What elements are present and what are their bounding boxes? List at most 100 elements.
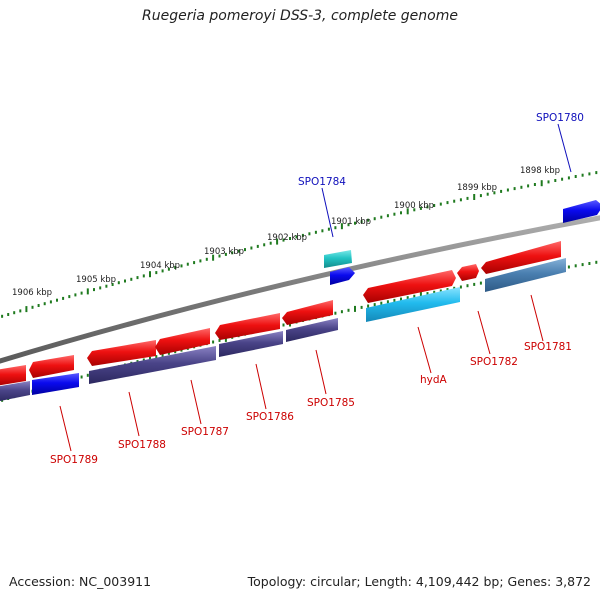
minor-tick bbox=[334, 226, 337, 230]
minor-tick bbox=[180, 264, 183, 268]
minor-tick bbox=[347, 223, 350, 227]
minor-tick bbox=[400, 211, 402, 215]
scale-label: 1902 kbp bbox=[267, 233, 307, 243]
gene-label[interactable]: SPO1781 bbox=[524, 341, 572, 353]
minor-tick bbox=[174, 266, 177, 269]
minor-tick bbox=[413, 294, 416, 298]
gene-feature[interactable] bbox=[0, 365, 26, 386]
gene-label[interactable]: SPO1787 bbox=[181, 426, 229, 438]
gene-feature[interactable] bbox=[155, 328, 210, 355]
gene-feature-spo1784[interactable] bbox=[324, 250, 352, 268]
minor-tick bbox=[354, 221, 356, 225]
major-tick bbox=[161, 352, 164, 358]
gene-feature[interactable] bbox=[330, 267, 355, 285]
minor-tick bbox=[588, 262, 591, 265]
gene-feature[interactable] bbox=[29, 355, 74, 378]
scale-label: 1906 kbp bbox=[12, 288, 52, 298]
minor-tick bbox=[149, 356, 151, 360]
gene-feature-spo1780[interactable] bbox=[563, 200, 600, 223]
gene-feature[interactable] bbox=[363, 270, 456, 303]
major-tick bbox=[25, 306, 28, 313]
gene-feature[interactable] bbox=[89, 346, 216, 384]
minor-tick bbox=[74, 293, 77, 297]
minor-tick bbox=[334, 311, 337, 315]
gene-feature-hyda[interactable] bbox=[366, 287, 460, 322]
minor-tick bbox=[486, 192, 489, 196]
scale-label: 1901 kbp bbox=[331, 217, 371, 227]
minor-tick bbox=[473, 282, 476, 286]
scale-label: 1905 kbp bbox=[76, 275, 116, 285]
minor-tick bbox=[80, 291, 83, 295]
minor-tick bbox=[506, 188, 509, 192]
minor-tick bbox=[224, 252, 227, 256]
minor-tick bbox=[413, 208, 416, 212]
minor-tick bbox=[446, 201, 449, 205]
minor-tick bbox=[269, 241, 272, 245]
gene-label[interactable]: hydA bbox=[420, 374, 448, 386]
minor-tick bbox=[1, 314, 4, 318]
gene-label[interactable]: SPO1789 bbox=[50, 454, 98, 466]
minor-tick bbox=[117, 281, 120, 285]
minor-tick bbox=[466, 196, 469, 200]
minor-tick bbox=[130, 277, 133, 281]
minor-tick bbox=[263, 243, 266, 247]
major-tick bbox=[406, 208, 409, 215]
minor-tick bbox=[340, 310, 343, 314]
minor-tick bbox=[347, 308, 350, 312]
minor-tick bbox=[567, 265, 570, 269]
minor-tick bbox=[360, 305, 363, 309]
gene-feature[interactable] bbox=[32, 373, 79, 395]
gene-feature[interactable] bbox=[219, 331, 283, 357]
minor-tick bbox=[520, 185, 523, 189]
minor-tick bbox=[155, 355, 158, 359]
gene-feature[interactable] bbox=[457, 264, 479, 281]
minor-tick bbox=[136, 276, 139, 280]
minor-tick bbox=[466, 284, 469, 288]
minor-tick bbox=[493, 191, 496, 195]
gene-label[interactable]: SPO1784 bbox=[298, 176, 346, 188]
gene-feature[interactable] bbox=[282, 300, 333, 325]
leader-line bbox=[321, 187, 334, 238]
gene-label[interactable]: SPO1780 bbox=[536, 112, 584, 124]
minor-tick bbox=[111, 283, 114, 286]
gene-feature[interactable] bbox=[87, 340, 156, 366]
minor-tick bbox=[426, 292, 429, 296]
minor-tick bbox=[419, 206, 422, 210]
minor-tick bbox=[373, 303, 376, 307]
gene-label[interactable]: SPO1782 bbox=[470, 356, 518, 368]
minor-tick bbox=[295, 235, 298, 239]
gene-feature[interactable] bbox=[481, 241, 561, 274]
gene-feature[interactable] bbox=[215, 313, 280, 340]
minor-tick bbox=[193, 261, 196, 265]
gene-label[interactable]: SPO1786 bbox=[246, 411, 294, 423]
gene-label[interactable]: SPO1785 bbox=[307, 397, 355, 409]
minor-tick bbox=[581, 263, 584, 267]
minor-tick bbox=[588, 172, 591, 176]
label-leader-lines bbox=[59, 123, 572, 452]
minor-tick bbox=[574, 175, 577, 178]
minor-tick bbox=[7, 313, 10, 316]
minor-tick bbox=[282, 323, 285, 327]
genome-summary-text: Topology: circular; Length: 4,109,442 bp… bbox=[247, 574, 591, 589]
minor-tick bbox=[155, 271, 158, 275]
minor-tick bbox=[426, 205, 429, 209]
minor-tick bbox=[479, 194, 482, 198]
minor-tick bbox=[321, 229, 324, 233]
major-tick bbox=[419, 292, 422, 298]
scale-label: 1898 kbp bbox=[520, 166, 560, 176]
minor-tick bbox=[327, 227, 330, 231]
scale-label: 1904 kbp bbox=[140, 261, 180, 271]
minor-tick bbox=[386, 300, 389, 304]
minor-tick bbox=[400, 297, 402, 301]
gene-feature[interactable] bbox=[286, 318, 338, 342]
minor-tick bbox=[446, 288, 449, 292]
minor-tick bbox=[439, 289, 442, 293]
gene-feature[interactable] bbox=[0, 381, 30, 402]
minor-tick bbox=[386, 214, 389, 218]
minor-tick bbox=[439, 202, 442, 206]
minor-tick bbox=[142, 358, 145, 362]
gene-label[interactable]: SPO1788 bbox=[118, 439, 166, 451]
leader-line bbox=[477, 310, 491, 355]
gene-feature[interactable] bbox=[485, 258, 566, 292]
major-tick bbox=[86, 288, 89, 295]
